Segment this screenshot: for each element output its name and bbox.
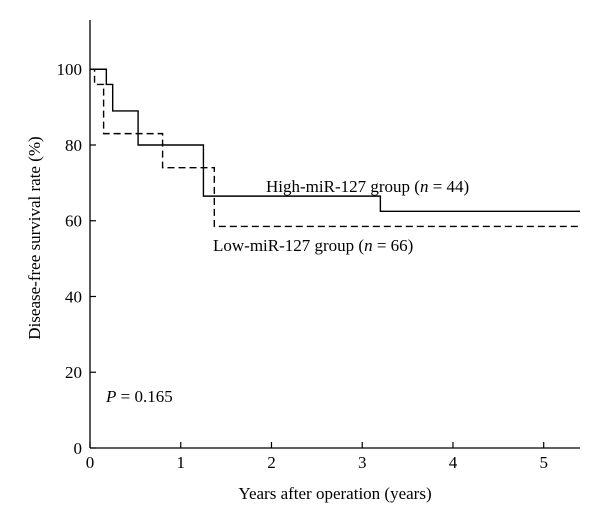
curves — [90, 68, 580, 228]
low-group-label-n: n — [364, 236, 373, 255]
high-group-label-n: n — [420, 177, 429, 196]
y-tick-label: 100 — [57, 60, 83, 79]
p-value-rest: = 0.165 — [116, 387, 172, 406]
x-tick-label: 3 — [358, 453, 367, 472]
low-mir127-curve — [90, 68, 580, 228]
y-tick-label: 80 — [65, 136, 82, 155]
x-tick-label: 1 — [176, 453, 185, 472]
axes — [89, 20, 580, 449]
p-value-p: P — [105, 387, 116, 406]
ticks: 0 1 2 3 4 5 0 20 40 60 80 100 — [57, 60, 548, 472]
high-group-label-prefix: High-miR-127 group ( — [266, 177, 420, 196]
x-tick-label: 2 — [267, 453, 276, 472]
y-axis-title: Disease-free survival rate (%) — [25, 136, 44, 339]
low-group-label-prefix: Low-miR-127 group ( — [213, 236, 364, 255]
high-mir127-curve — [90, 68, 580, 212]
y-tick-label: 20 — [65, 363, 82, 382]
y-tick-label: 40 — [65, 287, 82, 306]
x-axis-title: Years after operation (years) — [238, 484, 431, 503]
x-tick-label: 5 — [539, 453, 548, 472]
p-value-label: P = 0.165 — [105, 387, 173, 406]
high-group-label: High-miR-127 group (n = 44) — [266, 177, 469, 196]
low-group-label: Low-miR-127 group (n = 66) — [213, 236, 413, 255]
low-group-label-suffix: = 66) — [373, 236, 414, 255]
y-tick-label: 60 — [65, 212, 82, 231]
high-group-label-suffix: = 44) — [428, 177, 469, 196]
x-tick-label: 4 — [449, 453, 458, 472]
y-tick-label: 0 — [74, 439, 83, 458]
x-tick-label: 0 — [86, 453, 95, 472]
